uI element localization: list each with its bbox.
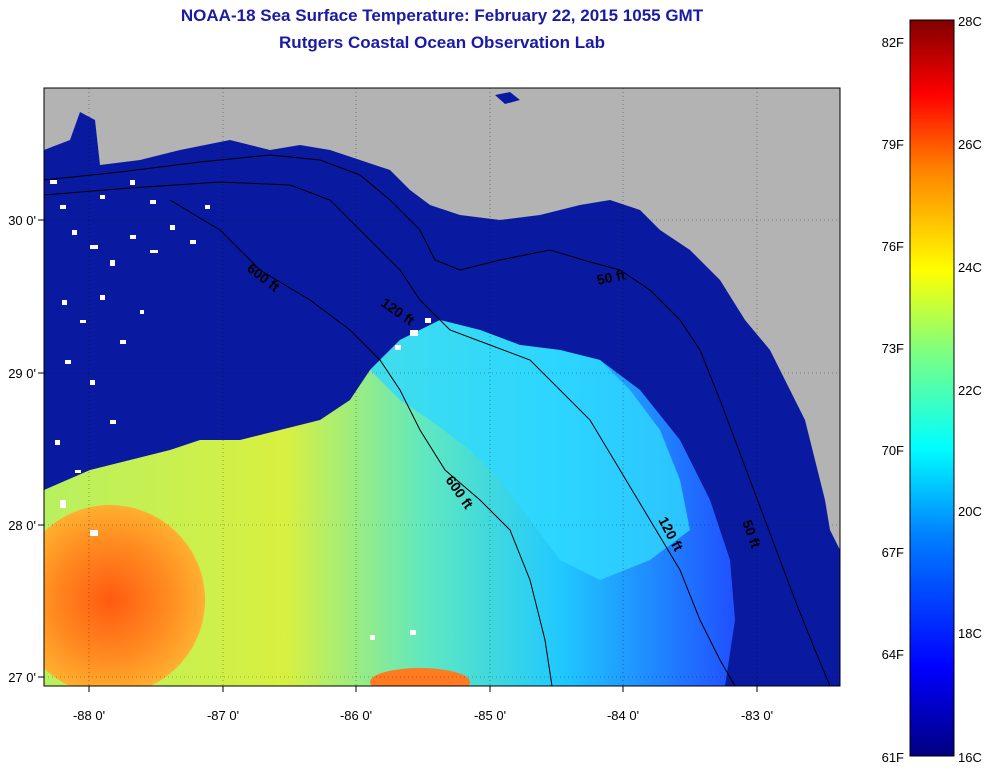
lon-label-85: -85 0' [474, 708, 506, 723]
colorbar-fahrenheit-labels: 82F 79F 76F 73F 70F 67F 64F 61F [882, 35, 904, 765]
celsius-label-18: 18C [958, 626, 982, 641]
lon-label-88: -88 0' [73, 708, 105, 723]
map-frame [43, 87, 841, 687]
warm-core [44, 505, 205, 686]
lon-label-84: -84 0' [607, 708, 639, 723]
celsius-label-28: 28C [958, 14, 982, 29]
fahrenheit-label-70: 70F [882, 443, 904, 458]
lon-label-86: -86 0' [340, 708, 372, 723]
fahrenheit-label-67: 67F [882, 545, 904, 560]
celsius-label-26: 26C [958, 137, 982, 152]
lat-label-27: 27 0' [8, 670, 36, 685]
lat-label-29: 29 0' [8, 366, 36, 381]
lat-label-28: 28 0' [8, 518, 36, 533]
celsius-label-20: 20C [958, 504, 982, 519]
lat-label-30: 30 0' [8, 213, 36, 228]
map-title: NOAA-18 Sea Surface Temperature: Februar… [180, 6, 704, 25]
fahrenheit-label-61: 61F [882, 750, 904, 765]
grid [44, 88, 840, 686]
fahrenheit-label-64: 64F [882, 647, 904, 662]
fahrenheit-label-73: 73F [882, 341, 904, 356]
fahrenheit-label-76: 76F [882, 239, 904, 254]
contour-label-50ft-north: 50 ft [595, 266, 627, 288]
lon-label-83: -83 0' [741, 708, 773, 723]
warm-patch [370, 668, 470, 686]
lake [495, 92, 520, 104]
contour-50ft [44, 154, 831, 686]
colorbar [909, 19, 955, 757]
colorbar-celsius-labels: 28C 26C 24C 22C 20C 18C 16C [958, 14, 982, 765]
shelf-water [370, 320, 690, 580]
map-subtitle: Rutgers Coastal Ocean Observation Lab [279, 33, 605, 52]
celsius-label-16: 16C [958, 750, 982, 765]
contour-600ft [169, 199, 553, 686]
sst-image: 600 ft 120 ft 50 ft 600 ft 120 ft 50 ft [44, 88, 840, 686]
cloud-pixels [50, 180, 431, 640]
tick-marks [38, 219, 758, 692]
fahrenheit-label-82: 82F [882, 35, 904, 50]
lon-label-87: -87 0' [207, 708, 239, 723]
celsius-label-24: 24C [958, 260, 982, 275]
celsius-label-22: 22C [958, 383, 982, 398]
fahrenheit-label-79: 79F [882, 137, 904, 152]
